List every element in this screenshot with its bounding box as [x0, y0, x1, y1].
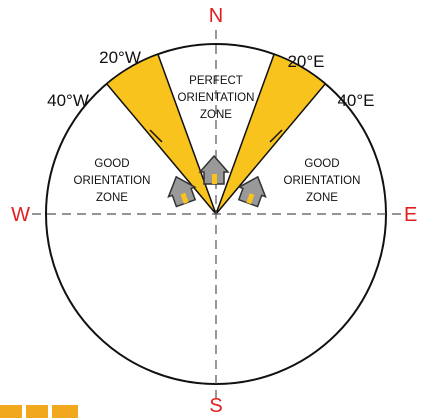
zone-label: PERFECT [189, 75, 243, 87]
angle-label: 40°W [47, 91, 89, 110]
angle-label: 20°W [99, 48, 141, 67]
angle-label: 20°E [287, 52, 324, 71]
north-label: N [209, 5, 223, 27]
zone-label: ORIENTATION [178, 92, 255, 104]
logo-fragment [0, 405, 78, 418]
south-label: S [209, 395, 222, 417]
east-label: E [404, 204, 417, 226]
zone-label: GOOD [304, 158, 339, 170]
angle-label: 40°E [337, 91, 374, 110]
zone-label: ZONE [200, 109, 232, 121]
zone-label: ORIENTATION [74, 175, 151, 187]
zone-label: ZONE [306, 192, 338, 204]
zone-label: GOOD [94, 158, 129, 170]
orientation-diagram: N S E W 20°W 40°W 20°E 40°E PERFECT ORIE… [0, 0, 421, 418]
zone-label: ORIENTATION [284, 175, 361, 187]
west-label: W [11, 204, 30, 226]
zone-label: ZONE [96, 192, 128, 204]
